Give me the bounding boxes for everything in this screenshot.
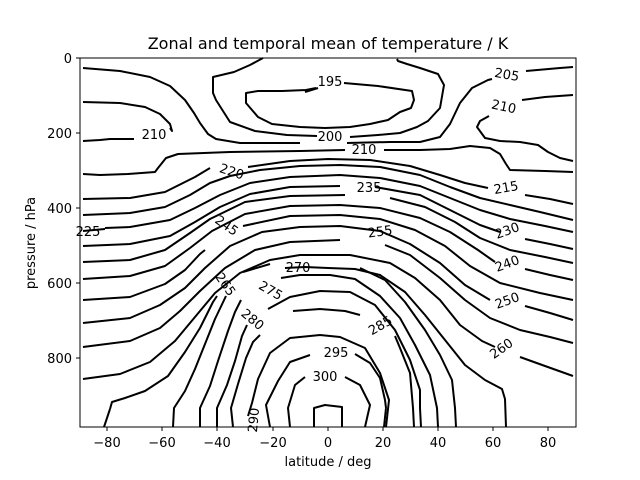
contour-label: 250	[493, 290, 521, 313]
contour-label: 270	[286, 261, 311, 276]
contour-label: 300	[313, 370, 338, 385]
x-tick-label: −60	[148, 436, 175, 451]
contour-label: 195	[318, 75, 343, 90]
x-tick-label: 40	[430, 436, 447, 451]
contour-label: 260	[487, 336, 516, 363]
y-tick-label: 400	[47, 202, 72, 217]
contour-label: 275	[256, 279, 285, 304]
x-tick-label: 0	[324, 436, 332, 451]
contour-lines	[82, 57, 574, 428]
contour-label: 200	[318, 130, 343, 145]
contour-label: 210	[352, 143, 377, 158]
x-tick-label: −40	[203, 436, 230, 451]
contour-label: 290	[246, 407, 263, 433]
x-tick-label: 80	[540, 436, 557, 451]
x-tick-label: 60	[485, 436, 502, 451]
y-tick-label: 0	[64, 52, 72, 67]
contour-label: 280	[238, 306, 267, 333]
y-tick-label: 600	[47, 277, 72, 292]
x-tick-label: 20	[375, 436, 392, 451]
y-tick-label: 200	[47, 127, 72, 142]
contour-label: 255	[367, 223, 394, 241]
contour-label: 295	[324, 346, 349, 361]
contour-label: 220	[217, 161, 245, 183]
contour-labels: 195 205 210 210 200 210 220 235 215 225 …	[76, 66, 522, 433]
x-axis-label: latitude / deg	[284, 455, 371, 470]
contour-label: 225	[76, 225, 101, 240]
contour-label: 265	[212, 270, 239, 299]
x-tick-label: −80	[93, 436, 120, 451]
contour-label: 210	[490, 98, 517, 118]
y-axis-label: pressure / hPa	[24, 197, 39, 289]
y-axis: 0 200 400 600 800 pressure / hPa	[24, 52, 80, 367]
x-tick-label: −20	[259, 436, 286, 451]
contour-label: 235	[357, 181, 382, 196]
chart-title: Zonal and temporal mean of temperature /…	[148, 34, 509, 53]
contour-label: 240	[493, 253, 521, 276]
x-axis: −80 −60 −40 −20 0 20 40 60 80 latitude /…	[93, 427, 556, 470]
contour-label: 210	[142, 128, 167, 143]
contour-label: 285	[366, 314, 395, 339]
y-tick-label: 800	[47, 352, 72, 367]
contour-label: 205	[493, 66, 520, 85]
contour-label: 215	[493, 179, 520, 198]
contour-label: 230	[493, 220, 521, 243]
